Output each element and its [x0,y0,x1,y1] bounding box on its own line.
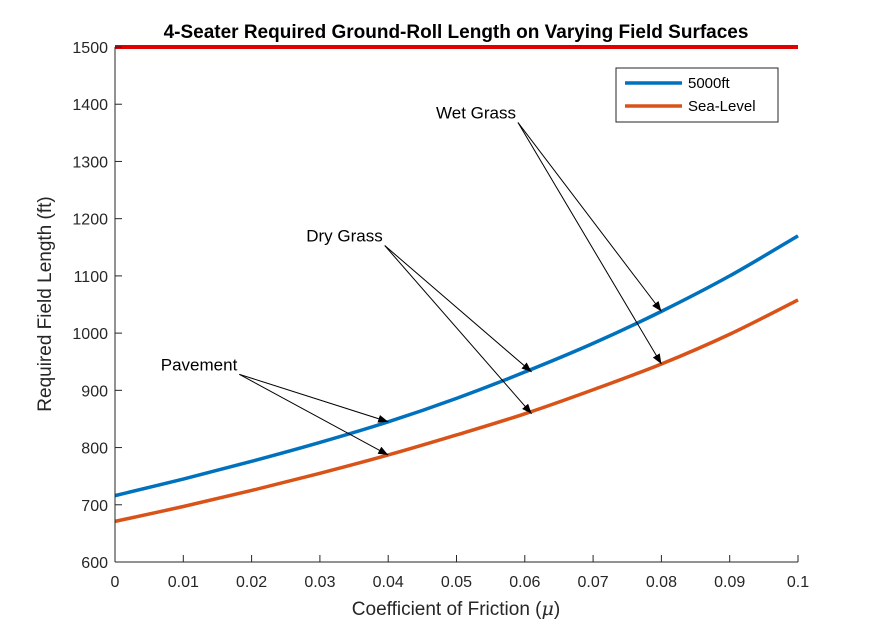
x-tick-label: 0.08 [646,574,677,591]
y-tick-label: 700 [81,498,108,515]
x-tick-label: 0.05 [441,574,472,591]
x-tick-label: 0 [111,574,120,591]
series-group [114,45,799,524]
y-tick-label: 1500 [72,40,108,57]
y-tick-label: 600 [81,555,108,572]
x-tick-label: 0.04 [373,574,404,591]
x-axis-label: Coefficient of Friction (μ) [352,598,560,620]
plot-area-background [115,47,798,562]
y-tick-label: 1200 [72,212,108,229]
series-line-1 [114,298,799,524]
annotation-group: Pavement Dry Grass Wet Grass [161,104,662,456]
x-tick-label: 0.02 [236,574,267,591]
annotation-arrow-0-0 [239,373,389,423]
x-tick-label: 0.03 [304,574,335,591]
y-axis-label: Required Field Length (ft) [35,196,56,411]
x-tick-label: 0.06 [509,574,540,591]
legend-label-1: Sea-Level [688,98,756,115]
chart-title: 4-Seater Required Ground-Roll Length on … [164,22,749,43]
x-tick-label: 0.1 [787,574,809,591]
y-tick-label: 800 [81,441,108,458]
y-tick-label: 1000 [72,326,108,343]
y-tick-label: 900 [81,383,108,400]
legend: 5000ft Sea-Level [615,67,779,123]
annotation-arrow-1-0 [384,245,532,373]
annotation-arrow-2-1 [517,122,662,365]
axes-group: 0 0.01 0.02 0.03 0.04 0.05 0.06 0.07 0.08 0.09 0.1… [72,40,809,591]
y-tick-label: 1400 [72,97,108,114]
y-tick-label: 1100 [74,269,109,286]
x-tick-label: 0.01 [168,574,199,591]
y-tick-label: 1300 [72,154,108,171]
legend-label-0: 5000ft [688,75,731,92]
legend-box [615,67,779,123]
annotation-label-2: Wet Grass [436,104,516,123]
series-line-0 [114,234,799,498]
x-tick-label: 0.07 [578,574,609,591]
annotation-label-0: Pavement [161,355,238,374]
annotation-arrow-1-1 [384,245,533,415]
x-tick-label: 0.09 [714,574,745,591]
annotation-arrow-0-1 [239,373,389,456]
annotation-arrow-2-0 [517,122,662,312]
annotation-label-1: Dry Grass [306,227,383,246]
